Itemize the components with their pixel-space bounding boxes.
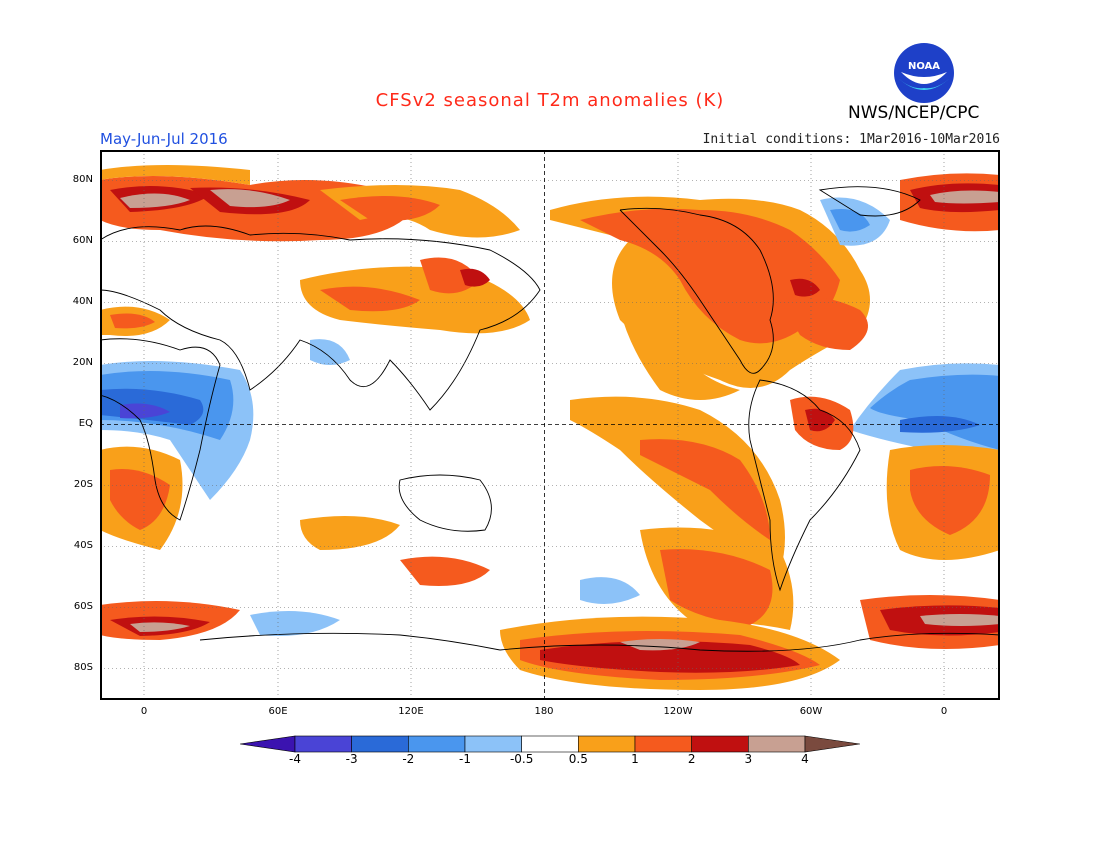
colorbar xyxy=(240,735,860,753)
lat-label-80n: 80N xyxy=(72,174,93,185)
lon-label-0-east: 0 xyxy=(940,706,948,717)
colorbar-tick-label: 2 xyxy=(687,752,696,766)
lon-label-120w: 120W xyxy=(663,706,693,717)
lon-label-120e: 120E xyxy=(398,706,424,717)
period-label: May-Jun-Jul 2016 xyxy=(100,130,228,148)
colorbar-swatch xyxy=(691,735,749,753)
colorbar-swatch xyxy=(521,735,579,753)
colorbar-swatch xyxy=(464,735,522,753)
lat-label-20s: 20S xyxy=(73,479,93,490)
colorbar-swatch xyxy=(351,735,409,753)
colorbar-swatches xyxy=(240,735,860,753)
lat-label-60s: 60S xyxy=(73,601,93,612)
colorbar-tick-label: -2 xyxy=(402,752,415,766)
noaa-logo: NOAA xyxy=(893,42,955,104)
lon-label-60e: 60E xyxy=(268,706,288,717)
colorbar-tick-label: -1 xyxy=(459,752,471,766)
lat-label-80s: 80S xyxy=(73,662,93,673)
initial-conditions-label: Initial conditions: 1Mar2016-10Mar2016 xyxy=(702,132,1000,147)
colorbar-swatch xyxy=(294,735,352,753)
organization-label: NWS/NCEP/CPC xyxy=(848,103,980,123)
lat-label-eq: EQ xyxy=(78,418,93,429)
chart-title: CFSv2 seasonal T2m anomalies (K) xyxy=(375,90,725,111)
lat-label-40n: 40N xyxy=(72,296,93,307)
lat-label-60n: 60N xyxy=(72,235,93,246)
colorbar-tick-label: -0.5 xyxy=(509,752,534,766)
anomaly-map xyxy=(100,150,1000,700)
lat-label-20n: 20N xyxy=(72,357,93,368)
colorbar-swatch xyxy=(240,735,296,753)
colorbar-tick-label: 3 xyxy=(744,752,753,766)
equator-dateline xyxy=(100,150,1000,700)
lon-label-0-west: 0 xyxy=(140,706,148,717)
colorbar-swatch xyxy=(804,735,860,753)
colorbar-swatch xyxy=(634,735,692,753)
coastlines xyxy=(100,186,1000,652)
colorbar-tick-label: -3 xyxy=(345,752,358,766)
colorbar-tick-label: 4 xyxy=(801,752,809,766)
colorbar-tick-label: 1 xyxy=(631,752,639,766)
lon-label-180: 180 xyxy=(534,706,554,717)
colorbar-tick-label: -4 xyxy=(289,752,301,766)
lat-label-40s: 40S xyxy=(73,540,93,551)
colorbar-swatch xyxy=(748,735,806,753)
lon-label-60w: 60W xyxy=(799,706,823,717)
colorbar-swatch xyxy=(578,735,636,753)
map-frame xyxy=(100,150,1000,700)
colorbar-tick-label: 0.5 xyxy=(568,752,588,766)
noaa-logo-text: NOAA xyxy=(908,61,940,72)
colorbar-swatch xyxy=(408,735,466,753)
